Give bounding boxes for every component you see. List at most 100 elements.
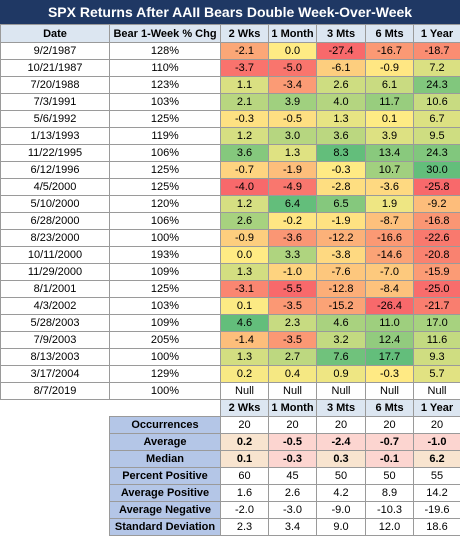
cell-1month: -0.2	[268, 212, 317, 230]
header-2wks: 2 Wks	[220, 24, 269, 43]
row-bear-chg: 125%	[109, 110, 221, 128]
summary-6mts: 12.0	[365, 518, 414, 536]
cell-3mts: 0.9	[316, 365, 366, 383]
row-date: 7/3/1991	[0, 93, 110, 111]
table-row: 6/12/1996 125% -0.7 -1.9 -0.3 10.7 30.0	[0, 161, 460, 179]
row-date: 5/10/2000	[0, 195, 110, 213]
cell-6mts: -14.6	[365, 246, 414, 264]
summary-spacer	[0, 433, 110, 451]
cell-1year: -22.6	[413, 229, 460, 247]
summary-2wks: 1.6	[220, 484, 269, 502]
cell-1year: Null	[413, 382, 460, 400]
summary-2wks: 60	[220, 467, 269, 485]
summary-row: Average 0.2 -0.5 -2.4 -0.7 -1.0	[0, 433, 460, 451]
cell-1month: -1.0	[268, 263, 317, 281]
row-date: 6/28/2000	[0, 212, 110, 230]
summary-6mts: 8.9	[365, 484, 414, 502]
cell-3mts: -7.6	[316, 263, 366, 281]
cell-6mts: 10.7	[365, 161, 414, 179]
row-date: 10/11/2000	[0, 246, 110, 264]
summary-1month: 3.4	[268, 518, 317, 536]
table-header-row: Date Bear 1-Week % Chg 2 Wks 1 Month 3 M…	[0, 24, 460, 43]
table-row: 8/13/2003 100% 1.3 2.7 7.6 17.7 9.3	[0, 348, 460, 366]
row-date: 5/28/2003	[0, 314, 110, 332]
cell-1year: 24.3	[413, 76, 460, 94]
summary-1month: -0.3	[268, 450, 317, 468]
row-bear-chg: 109%	[109, 314, 221, 332]
header-6mts: 6 Mts	[365, 24, 414, 43]
cell-2wks: 1.2	[220, 195, 269, 213]
cell-1month: -3.6	[268, 229, 317, 247]
row-date: 8/7/2019	[0, 382, 110, 400]
cell-2wks: 0.0	[220, 246, 269, 264]
summary-spacer	[0, 484, 110, 502]
cell-1month: -5.0	[268, 59, 317, 77]
summary-spacer	[0, 416, 110, 434]
table-row: 8/23/2000 100% -0.9 -3.6 -12.2 -16.6 -22.6	[0, 229, 460, 247]
header-1month: 1 Month	[268, 24, 317, 43]
summary-label: Standard Deviation	[109, 518, 221, 536]
cell-1month: -3.5	[268, 331, 317, 349]
cell-1year: 9.3	[413, 348, 460, 366]
row-date: 8/23/2000	[0, 229, 110, 247]
summary-header-3mts: 3 Mts	[316, 399, 366, 417]
summary-spacer	[0, 501, 110, 519]
cell-6mts: -7.0	[365, 263, 414, 281]
cell-3mts: -12.8	[316, 280, 366, 298]
cell-2wks: 1.3	[220, 348, 269, 366]
summary-row: Standard Deviation 2.3 3.4 9.0 12.0 18.6	[0, 518, 460, 536]
cell-1year: 11.6	[413, 331, 460, 349]
cell-3mts: -6.1	[316, 59, 366, 77]
cell-6mts: -8.4	[365, 280, 414, 298]
cell-1month: Null	[268, 382, 317, 400]
row-date: 4/3/2002	[0, 297, 110, 315]
table-row: 9/2/1987 128% -2.1 0.0 -27.4 -16.7 -18.7	[0, 42, 460, 60]
cell-2wks: -2.1	[220, 42, 269, 60]
cell-6mts: -8.7	[365, 212, 414, 230]
cell-2wks: -1.4	[220, 331, 269, 349]
cell-1month: 2.7	[268, 348, 317, 366]
summary-row: Percent Positive 60 45 50 50 55	[0, 467, 460, 485]
cell-3mts: 4.0	[316, 93, 366, 111]
summary-body: 2 Wks 1 Month 3 Mts 6 Mts 1 Year Occurre…	[0, 399, 460, 536]
cell-1month: -5.5	[268, 280, 317, 298]
row-bear-chg: 103%	[109, 93, 221, 111]
row-bear-chg: 106%	[109, 144, 221, 162]
row-bear-chg: 109%	[109, 263, 221, 281]
table-row: 11/29/2000 109% 1.3 -1.0 -7.6 -7.0 -15.9	[0, 263, 460, 281]
cell-1month: 1.3	[268, 144, 317, 162]
summary-3mts: 20	[316, 416, 366, 434]
row-date: 7/20/1988	[0, 76, 110, 94]
cell-1year: -25.0	[413, 280, 460, 298]
summary-label: Average Positive	[109, 484, 221, 502]
summary-2wks: 0.1	[220, 450, 269, 468]
cell-1year: 7.2	[413, 59, 460, 77]
cell-6mts: 0.1	[365, 110, 414, 128]
cell-2wks: -3.7	[220, 59, 269, 77]
row-bear-chg: 120%	[109, 195, 221, 213]
cell-6mts: 17.7	[365, 348, 414, 366]
cell-1year: 6.7	[413, 110, 460, 128]
header-3mts: 3 Mts	[316, 24, 366, 43]
summary-1month: 20	[268, 416, 317, 434]
cell-3mts: 1.3	[316, 110, 366, 128]
cell-6mts: -16.7	[365, 42, 414, 60]
cell-1month: -3.5	[268, 297, 317, 315]
row-date: 8/1/2001	[0, 280, 110, 298]
table-row: 7/3/1991 103% 2.1 3.9 4.0 11.7 10.6	[0, 93, 460, 111]
summary-6mts: 50	[365, 467, 414, 485]
row-bear-chg: 125%	[109, 161, 221, 179]
row-date: 1/13/1993	[0, 127, 110, 145]
cell-2wks: -0.3	[220, 110, 269, 128]
row-date: 3/17/2004	[0, 365, 110, 383]
row-date: 6/12/1996	[0, 161, 110, 179]
table-row: 7/20/1988 123% 1.1 -3.4 2.6 6.1 24.3	[0, 76, 460, 94]
table-row: 5/6/1992 125% -0.3 -0.5 1.3 0.1 6.7	[0, 110, 460, 128]
summary-header-6mts: 6 Mts	[365, 399, 414, 417]
table-row: 10/11/2000 193% 0.0 3.3 -3.8 -14.6 -20.8	[0, 246, 460, 264]
cell-1year: 10.6	[413, 93, 460, 111]
cell-2wks: 2.1	[220, 93, 269, 111]
cell-3mts: 4.6	[316, 314, 366, 332]
table-row: 1/13/1993 119% 1.2 3.0 3.6 3.9 9.5	[0, 127, 460, 145]
row-bear-chg: 205%	[109, 331, 221, 349]
